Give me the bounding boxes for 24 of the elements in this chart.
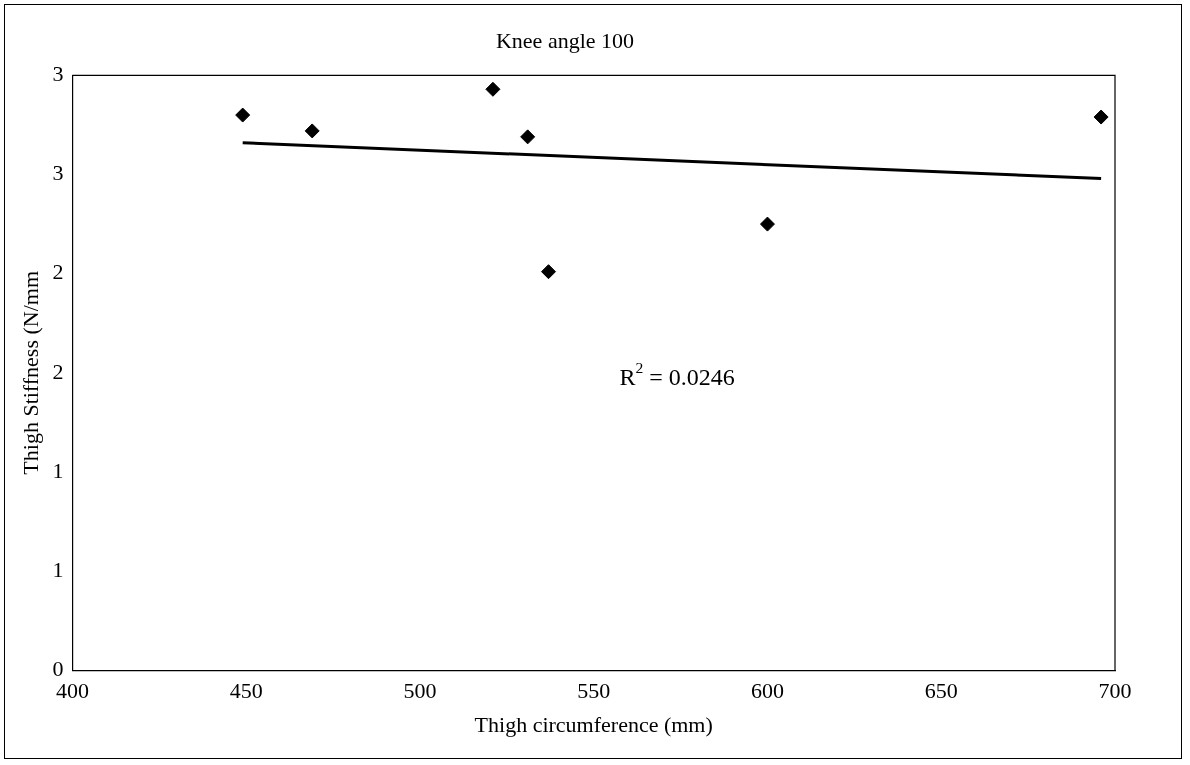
x-tick-label: 600 (750, 678, 784, 704)
y-tick-label: 0 (52, 655, 64, 681)
y-tick-label: 3 (52, 61, 64, 87)
y-axis-title: Thigh Stiffness (N/mm (17, 270, 43, 475)
y-tick-label: 2 (52, 259, 64, 285)
y-tick-label: 1 (52, 457, 64, 483)
x-tick-label: 400 (55, 678, 89, 704)
x-tick-label: 500 (403, 678, 437, 704)
point (235, 107, 251, 123)
point (304, 123, 320, 139)
point (520, 129, 536, 145)
x-tick-label: 650 (924, 678, 958, 704)
x-tick-label: 700 (1098, 678, 1132, 704)
x-tick-label: 550 (577, 678, 611, 704)
y-tick-label: 2 (52, 358, 64, 384)
y-tick-label: 1 (52, 556, 64, 582)
x-axis-title: Thigh circumference (mm) (474, 711, 713, 737)
chart-title: Knee angle 100 (495, 27, 635, 53)
point (485, 81, 501, 97)
x-tick-label: 450 (229, 678, 263, 704)
point (1093, 109, 1109, 125)
point (759, 216, 775, 232)
y-tick-label: 3 (52, 160, 64, 186)
point (541, 264, 557, 280)
